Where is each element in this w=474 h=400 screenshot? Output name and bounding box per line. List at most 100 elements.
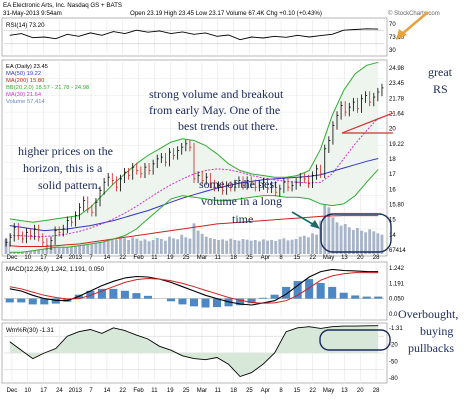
y-tick-label: 19.22 [389, 142, 405, 148]
x-tick-label: 15 [294, 255, 301, 261]
volume-bar [180, 234, 184, 254]
y-tick-label: 15 [389, 218, 396, 224]
y-tick-label: 21.78 [389, 96, 405, 102]
x-tick-label: Dec [7, 255, 18, 261]
y-tick-label: 0.0 [389, 312, 398, 318]
rsi-panel [1, 17, 388, 57]
macd-histogram-bar [17, 298, 26, 303]
macd-histogram-bar [259, 297, 268, 299]
macd-histogram-bar [213, 298, 222, 308]
willr-highlight-box [319, 329, 391, 351]
ma200-line [9, 215, 379, 247]
volume-bar [143, 239, 147, 254]
volume-bar [257, 241, 261, 254]
volume-bar [315, 234, 319, 254]
overbought-line-2: buying [420, 324, 453, 338]
legend-ma200: MA(200) 15.80 [6, 78, 44, 84]
volume-bar [302, 235, 306, 254]
chart-symbol-line: EA Electronic Arts, Inc. Nasdaq GS + BAT… [3, 2, 122, 9]
macd-histogram-bar [86, 290, 95, 299]
strong-volume-line-1: strong volume and breakout [149, 87, 284, 101]
great-rs-line-1: great [428, 65, 453, 79]
macd-histogram-bar [236, 298, 245, 306]
volume-bar [204, 236, 208, 254]
macd-signal-line [9, 272, 379, 304]
legend-bb: BB(20,2.0) 18.57 - 21.78 - 24.98 [6, 85, 89, 91]
macd-histogram-bar [132, 293, 141, 299]
volume-bar [294, 239, 298, 254]
volume-bar [127, 240, 131, 254]
x-tick-label: 17 [40, 255, 47, 261]
y-tick-label: 70 [389, 22, 396, 28]
macd-histogram-bar [28, 298, 37, 305]
x-tick-label: Apr [261, 388, 270, 394]
x-tick-label: 28 [373, 388, 380, 394]
x-tick-label: May [323, 255, 334, 261]
volume-bar [86, 237, 90, 254]
y-tick-label: 67414 [389, 248, 406, 254]
y-tick-label: 18 [389, 157, 396, 163]
x-tick-label: 22 [309, 255, 316, 261]
macd-histogram-bar [316, 283, 325, 299]
volume-bar [200, 234, 204, 254]
volume-bar [172, 238, 175, 254]
macd-histogram-bar [339, 292, 348, 299]
volume-bar [168, 236, 171, 254]
volume-bar [351, 230, 355, 254]
x-tick-label: 25 [183, 255, 190, 261]
x-tick-label: Apr [261, 255, 270, 261]
y-tick-label: -20 [389, 343, 398, 349]
higher-prices-line-3: solid pattern. [38, 178, 101, 192]
y-tick-label: 23.45 [389, 81, 405, 87]
macd-histogram-bar [5, 298, 14, 303]
willr-line [9, 325, 379, 378]
best-volume-line-3: time [232, 212, 253, 226]
y-tick-label: 20 [389, 127, 396, 133]
volume-bar [163, 240, 167, 254]
y-tick-label: -50 [389, 359, 398, 365]
macd-histogram-bar [328, 286, 337, 299]
x-tick-label: 18 [230, 388, 237, 394]
volume-bar [376, 233, 380, 254]
volume-bar [221, 239, 225, 254]
macd-histogram-bar [178, 298, 187, 305]
volume-bar [360, 230, 363, 254]
volume-bar [147, 241, 151, 254]
x-tick-label: Feb [133, 255, 144, 261]
x-tick-label: 20 [357, 255, 364, 261]
volume-bar [151, 240, 155, 254]
volume-bar [4, 239, 8, 254]
volume-bar [98, 235, 102, 254]
y-tick-label: 0.050 [389, 297, 405, 303]
volume-bar [237, 240, 241, 254]
x-tick-label: 20 [357, 388, 364, 394]
x-tick-label: 14 [104, 388, 111, 394]
y-tick-label: 17 [389, 172, 396, 178]
x-tick-label: Feb [133, 388, 144, 394]
macd-histogram-bar [120, 290, 129, 299]
macd-histogram-bar [109, 288, 118, 299]
chart-quote-line: Open 23.19 High 23.45 Low 23.17 Volume 6… [130, 10, 322, 17]
y-tick-label: 15.80 [389, 203, 405, 209]
x-tick-label: 10 [24, 388, 31, 394]
volume-bar [266, 240, 269, 254]
volume-bar [327, 207, 331, 254]
stockcharts-credit: © StockCharts.com [388, 10, 440, 17]
best-volume-line-1: some of the best [199, 177, 278, 191]
x-tick-label: 25 [246, 388, 253, 394]
volume-bar [208, 238, 212, 254]
y-tick-label: -1.31 [389, 326, 403, 332]
trend-channel [341, 112, 394, 134]
volume-bars [4, 194, 384, 377]
macd-histogram-bar [224, 298, 233, 307]
x-tick-label: 11 [151, 255, 158, 261]
x-tick-label: 22 [119, 388, 126, 394]
volume-bar [343, 224, 347, 254]
rs-pointer-arrowhead [396, 29, 407, 40]
macd-histogram-bar [282, 286, 291, 299]
volume-bar [229, 238, 233, 254]
volume-bar [323, 194, 327, 254]
volume-bar [290, 239, 294, 254]
x-tick-label: 18 [230, 255, 237, 261]
x-tick-label: 11 [151, 388, 158, 394]
